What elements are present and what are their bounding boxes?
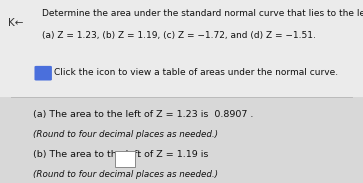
FancyBboxPatch shape <box>34 66 52 81</box>
Text: (a) Z = 1.23, (b) Z = 1.19, (c) Z = −1.72, and (d) Z = −1.51.: (a) Z = 1.23, (b) Z = 1.19, (c) Z = −1.7… <box>42 31 315 40</box>
Text: K←: K← <box>8 18 24 28</box>
Text: Click the icon to view a table of areas under the normal curve.: Click the icon to view a table of areas … <box>54 68 338 77</box>
Bar <box>0 0 363 97</box>
FancyBboxPatch shape <box>115 151 135 167</box>
Text: (Round to four decimal places as needed.): (Round to four decimal places as needed.… <box>33 170 218 179</box>
Text: (Round to four decimal places as needed.): (Round to four decimal places as needed.… <box>33 130 218 139</box>
Text: (b) The area to the left of Z = 1.19 is: (b) The area to the left of Z = 1.19 is <box>33 150 211 159</box>
Text: .: . <box>137 150 140 159</box>
Bar <box>0 97 363 183</box>
Text: Determine the area under the standard normal curve that lies to the left of: Determine the area under the standard no… <box>42 9 363 18</box>
Text: (a) The area to the left of Z = 1.23 is  0.8907 .: (a) The area to the left of Z = 1.23 is … <box>33 110 253 119</box>
